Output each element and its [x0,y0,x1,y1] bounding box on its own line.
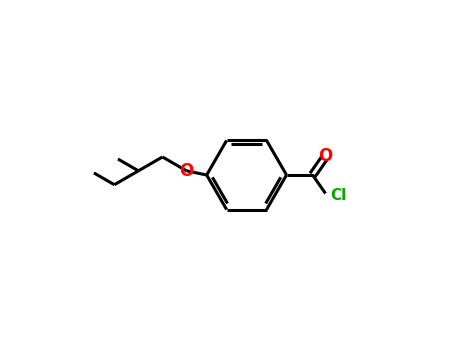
Text: Cl: Cl [330,188,346,203]
Text: O: O [179,162,194,180]
Text: O: O [318,147,332,165]
